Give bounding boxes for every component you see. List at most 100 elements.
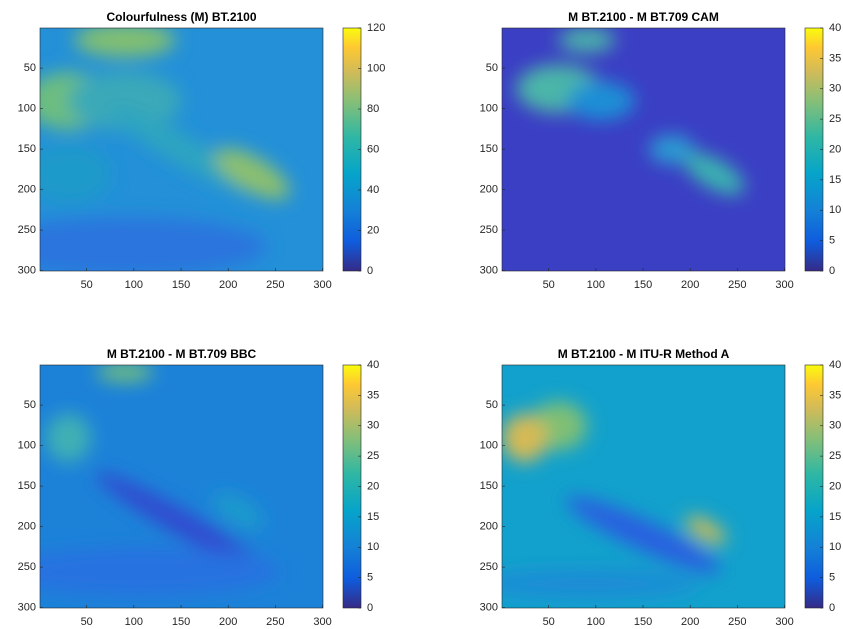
colorbar-tick-label: 60 <box>367 143 379 155</box>
y-tick-label: 300 <box>480 265 498 277</box>
image-region <box>107 105 256 194</box>
chart-title: M BT.2100 - M ITU-R Method A <box>558 347 730 361</box>
y-tick-label: 300 <box>18 265 36 277</box>
image-region <box>40 547 281 596</box>
image-region <box>214 147 290 200</box>
colorbar-tick-label: 25 <box>829 113 841 125</box>
colorbar-tick-label: 30 <box>367 420 379 432</box>
x-tick-label: 50 <box>543 279 555 291</box>
colorbar-tick-label: 15 <box>367 511 379 523</box>
colorbar-tick-label: 35 <box>829 52 841 64</box>
x-tick-label: 200 <box>681 279 699 291</box>
chart-title: Colourfulness (M) BT.2100 <box>106 10 256 24</box>
image-region <box>566 496 721 574</box>
axes-box <box>501 27 786 272</box>
x-tick-label: 300 <box>775 616 793 628</box>
x-tick-label: 100 <box>587 616 605 628</box>
colorbar-tick-label: 100 <box>367 62 385 74</box>
y-tick-label: 200 <box>480 184 498 196</box>
x-tick-label: 200 <box>219 279 237 291</box>
x-tick-label: 200 <box>681 616 699 628</box>
colorbar-tick-label: 20 <box>367 480 379 492</box>
colorbar-tick-label: 20 <box>829 143 841 155</box>
y-tick-label: 200 <box>480 521 498 533</box>
colorbar-tick-label: 80 <box>367 103 379 115</box>
colorbar-tick-label: 25 <box>829 450 841 462</box>
y-tick-label: 50 <box>486 62 498 74</box>
x-tick-label: 300 <box>313 279 331 291</box>
image-region <box>649 134 695 165</box>
y-tick-label: 100 <box>480 103 498 115</box>
image-region <box>95 472 268 574</box>
colorbar-tick-label: 10 <box>829 541 841 553</box>
subplot: M BT.2100 - M ITU-R Method A50 100 150 200 2… <box>480 347 842 628</box>
colorbar-tick-label: 25 <box>367 450 379 462</box>
colorbar-tick-label: 0 <box>367 602 373 614</box>
y-tick-label: 250 <box>18 224 36 236</box>
x-tick-label: 200 <box>219 616 237 628</box>
y-tick-label: 50 <box>486 399 498 411</box>
y-tick-label: 200 <box>18 184 36 196</box>
x-tick-label: 250 <box>266 279 284 291</box>
image-region <box>73 28 176 58</box>
image-region <box>683 152 745 195</box>
x-tick-label: 50 <box>81 616 93 628</box>
colorbar-tick-label: 5 <box>367 572 373 584</box>
image-region <box>40 144 111 203</box>
image-texture <box>40 28 290 271</box>
y-tick-label: 250 <box>480 224 498 236</box>
colorbar-tick-label: 0 <box>367 265 373 277</box>
colorbar-tick-label: 35 <box>367 389 379 401</box>
x-tick-label: 250 <box>728 279 746 291</box>
image-region <box>558 28 616 53</box>
y-tick-label: 300 <box>480 602 498 614</box>
x-tick-label: 100 <box>125 616 143 628</box>
axes-box <box>39 364 324 609</box>
chart-title: M BT.2100 - M BT.709 BBC <box>107 347 257 361</box>
x-tick-label: 50 <box>543 616 555 628</box>
colorbar-tick-label: 35 <box>829 389 841 401</box>
image-region <box>40 217 267 271</box>
colorbar-tick-label: 0 <box>829 265 835 277</box>
colorbar-tick-label: 20 <box>829 480 841 492</box>
y-tick-label: 200 <box>18 521 36 533</box>
colorbar-tick-label: 5 <box>829 235 835 247</box>
colorbar-tick-label: 40 <box>829 22 841 34</box>
colorbar-tick-label: 10 <box>367 541 379 553</box>
image-region <box>502 413 548 463</box>
image-texture <box>502 401 726 599</box>
image <box>502 28 785 271</box>
colorbar-tick-label: 30 <box>829 420 841 432</box>
image-region <box>685 516 726 545</box>
image-region <box>96 365 154 383</box>
y-tick-label: 150 <box>18 143 36 155</box>
colorbar-tick-label: 10 <box>829 204 841 216</box>
x-tick-label: 100 <box>125 279 143 291</box>
image <box>40 28 323 271</box>
x-tick-label: 150 <box>634 279 652 291</box>
image-region <box>212 493 264 529</box>
x-tick-label: 50 <box>81 279 93 291</box>
y-tick-label: 100 <box>18 103 36 115</box>
image-region <box>567 81 636 121</box>
colorbar-tick-label: 15 <box>829 511 841 523</box>
chart-title: M BT.2100 - M BT.709 CAM <box>568 10 719 24</box>
colorbar-tick-label: 15 <box>829 174 841 186</box>
image-region <box>502 569 701 599</box>
subplot: Colourfulness (M) BT.2100 50 100 150 200 250 3… <box>18 10 386 291</box>
y-tick-label: 50 <box>24 399 36 411</box>
y-tick-label: 250 <box>18 561 36 573</box>
image <box>502 365 785 608</box>
x-tick-label: 250 <box>266 616 284 628</box>
colorbar-tick-label: 0 <box>829 602 835 614</box>
axes-box <box>39 27 324 272</box>
image <box>40 365 323 608</box>
y-tick-label: 250 <box>480 561 498 573</box>
x-tick-label: 150 <box>172 616 190 628</box>
colorbar-tick-label: 40 <box>367 359 379 371</box>
x-tick-label: 300 <box>313 616 331 628</box>
image-texture <box>516 28 745 195</box>
axes-box <box>501 364 786 609</box>
image-texture <box>40 365 281 596</box>
